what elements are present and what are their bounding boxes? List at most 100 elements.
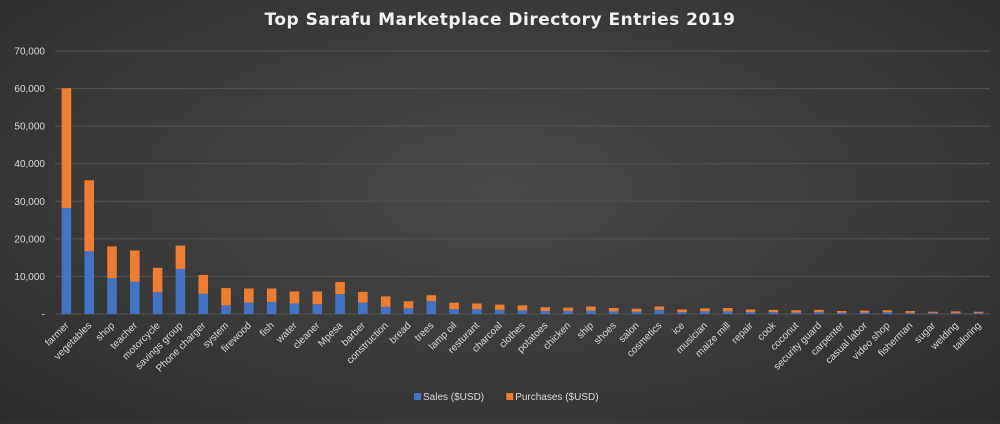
bar-purchases [244, 288, 254, 303]
bar-purchases [358, 291, 368, 303]
bar-sales [107, 278, 117, 314]
bar-purchases [814, 309, 824, 313]
bar-sales [198, 293, 209, 314]
bar-sales [175, 268, 186, 314]
bar-sales [61, 208, 72, 314]
bar-purchases [175, 245, 186, 269]
bar-sales [631, 311, 642, 314]
bar-sales [882, 312, 893, 314]
x-category-label: repair [730, 320, 756, 346]
y-tick-label: 50,000 [14, 122, 45, 133]
bar-purchases [472, 303, 482, 310]
bar-sales [403, 308, 414, 314]
bar-purchases [289, 291, 300, 304]
bar-sales [540, 310, 551, 314]
bar-sales [928, 312, 938, 314]
bar-sales [973, 312, 984, 314]
bar-sales [221, 305, 231, 314]
bar-purchases [335, 282, 345, 295]
bar-purchases [563, 307, 573, 311]
bar-sales [700, 311, 710, 314]
bar-purchases [928, 311, 938, 313]
bar-purchases [951, 311, 961, 313]
bar-sales [722, 311, 733, 314]
bar-purchases [586, 306, 596, 311]
bar-purchases [973, 311, 984, 313]
bar-purchases [107, 246, 117, 279]
bar-purchases [130, 250, 140, 282]
bar-purchases [745, 309, 756, 313]
x-category-label: bread [388, 320, 414, 346]
bar-purchases [61, 88, 72, 209]
bar-sales [768, 312, 779, 314]
x-category-label: cleaner [291, 320, 322, 351]
bar-sales [608, 311, 619, 314]
bar-sales [814, 312, 824, 314]
bar-purchases [152, 267, 163, 293]
bar-purchases [608, 307, 619, 312]
bar-sales [312, 304, 323, 314]
bar-purchases [221, 288, 231, 306]
bar-purchases [882, 310, 893, 313]
bar-sales [494, 309, 505, 314]
bar-purchases [198, 274, 209, 294]
bar-purchases [266, 288, 277, 302]
bar-purchases [449, 302, 459, 310]
bar-purchases [722, 307, 733, 312]
x-category-label: Mpesa [316, 320, 345, 349]
bar-purchases [517, 305, 528, 311]
bar-purchases [905, 310, 915, 313]
bar-sales [836, 312, 847, 314]
legend-label: Purchases ($USD) [515, 392, 598, 403]
bar-sales [905, 312, 915, 314]
bar-purchases [836, 310, 847, 313]
bar-sales [472, 309, 482, 314]
y-tick-label: 70,000 [14, 47, 45, 58]
bar-sales [745, 312, 756, 314]
bar-sales [266, 301, 277, 314]
bar-sales [951, 312, 961, 314]
y-tick-label: 30,000 [14, 197, 45, 208]
chart-title: Top Sarafu Marketplace Directory Entries… [264, 10, 736, 30]
bar-purchases [677, 309, 687, 313]
bar-purchases [540, 307, 551, 311]
y-tick-label: 40,000 [14, 159, 45, 170]
bar-sales [449, 309, 459, 314]
bar-sales [289, 303, 300, 314]
bar-sales [586, 310, 596, 314]
bar-sales [791, 312, 801, 314]
legend-swatch [506, 393, 514, 400]
x-category-label: ice [670, 320, 687, 337]
bar-purchases [859, 310, 870, 313]
bar-purchases [768, 309, 779, 313]
bar-purchases [312, 291, 323, 305]
bar-purchases [84, 180, 94, 252]
y-tick-label: 10,000 [14, 272, 45, 283]
bar-sales [563, 310, 573, 314]
bar-purchases [700, 308, 710, 312]
x-category-label: shoes [592, 320, 619, 347]
bar-sales [859, 312, 870, 314]
y-tick-label: 20,000 [14, 234, 45, 245]
bar-sales [380, 306, 391, 314]
bar-purchases [380, 296, 391, 307]
bar-sales [426, 301, 437, 314]
y-tick-label: 60,000 [14, 84, 45, 95]
bar-sales [152, 292, 163, 314]
bar-sales [130, 281, 140, 314]
bar-sales [358, 302, 368, 314]
x-category-label: fish [258, 320, 277, 339]
bar-sales [335, 294, 345, 314]
bar-sales [517, 310, 528, 314]
bar-sales [654, 309, 665, 314]
bar-sales [677, 312, 687, 314]
bar-purchases [631, 308, 642, 312]
bar-sales [84, 251, 94, 314]
bar-purchases [426, 295, 437, 302]
bar-purchases [403, 301, 414, 309]
legend-label: Sales ($USD) [423, 392, 484, 403]
bar-purchases [654, 306, 665, 310]
bar-purchases [791, 310, 801, 313]
